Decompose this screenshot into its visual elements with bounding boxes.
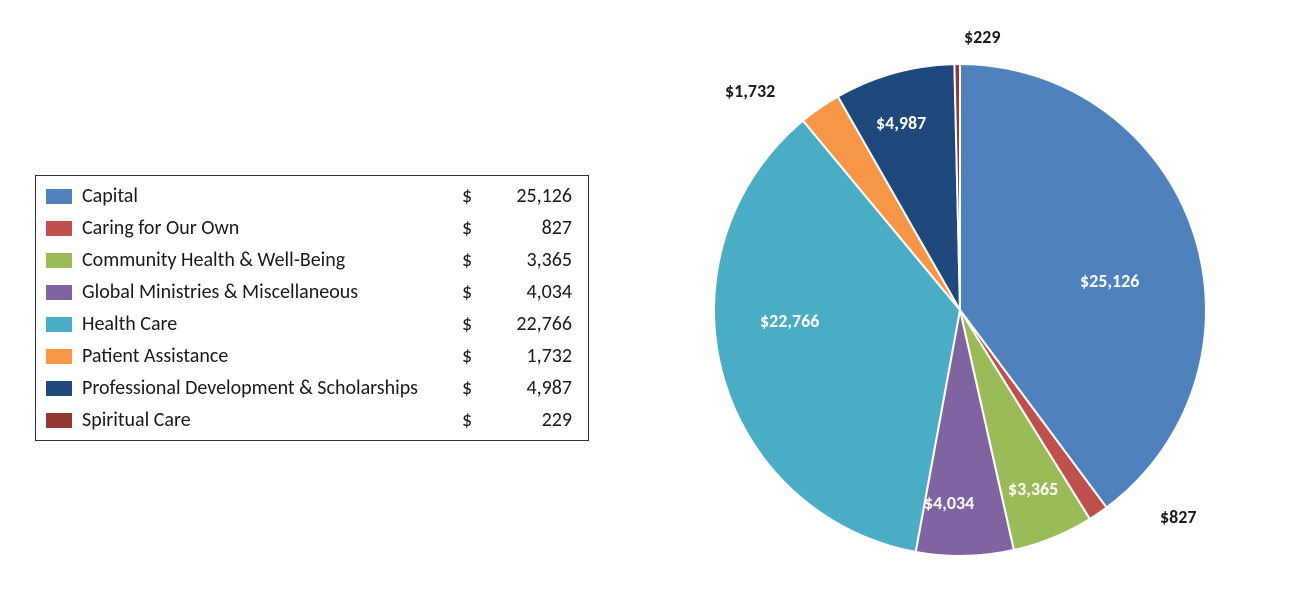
- legend-swatch: [46, 253, 72, 268]
- legend-currency-symbol: $: [462, 280, 492, 304]
- legend-row: Spiritual Care$229: [46, 404, 578, 436]
- legend-row: Patient Assistance$1,732: [46, 340, 578, 372]
- legend-currency-symbol: $: [462, 216, 492, 240]
- legend-value: 1,732: [492, 344, 578, 368]
- legend-row: Health Care$22,766: [46, 308, 578, 340]
- legend-value: 4,034: [492, 280, 578, 304]
- legend-swatch: [46, 189, 72, 204]
- chart-container: Capital$25,126Caring for Our Own$827Comm…: [0, 0, 1313, 594]
- legend-currency-symbol: $: [462, 376, 492, 400]
- legend-label: Capital: [82, 184, 462, 208]
- legend-value: 25,126: [492, 184, 578, 208]
- legend-table: Capital$25,126Caring for Our Own$827Comm…: [35, 175, 589, 441]
- legend-value: 3,365: [492, 248, 578, 272]
- pie-chart-area: $25,126$827$3,365$4,034$22,766$1,732$4,9…: [640, 20, 1280, 580]
- legend-label: Patient Assistance: [82, 344, 462, 368]
- legend-value: 4,987: [492, 376, 578, 400]
- legend-label: Spiritual Care: [82, 408, 462, 432]
- legend-swatch: [46, 349, 72, 364]
- legend-currency-symbol: $: [462, 248, 492, 272]
- legend-swatch: [46, 413, 72, 428]
- legend-row: Global Ministries & Miscellaneous$4,034: [46, 276, 578, 308]
- legend-currency-symbol: $: [462, 184, 492, 208]
- legend-row: Professional Development & Scholarships$…: [46, 372, 578, 404]
- legend-currency-symbol: $: [462, 312, 492, 336]
- legend-swatch: [46, 317, 72, 332]
- legend-row: Caring for Our Own$827: [46, 212, 578, 244]
- legend-label: Professional Development & Scholarships: [82, 376, 462, 400]
- legend-swatch: [46, 285, 72, 300]
- legend-currency-symbol: $: [462, 408, 492, 432]
- legend-label: Global Ministries & Miscellaneous: [82, 280, 462, 304]
- pie-chart: [640, 20, 1280, 580]
- legend-currency-symbol: $: [462, 344, 492, 368]
- legend-swatch: [46, 221, 72, 236]
- legend-row: Capital$25,126: [46, 180, 578, 212]
- legend-value: 827: [492, 216, 578, 240]
- legend-row: Community Health & Well-Being$3,365: [46, 244, 578, 276]
- legend-swatch: [46, 381, 72, 396]
- legend-label: Health Care: [82, 312, 462, 336]
- legend-value: 229: [492, 408, 578, 432]
- legend-value: 22,766: [492, 312, 578, 336]
- legend-label: Community Health & Well-Being: [82, 248, 462, 272]
- legend-label: Caring for Our Own: [82, 216, 462, 240]
